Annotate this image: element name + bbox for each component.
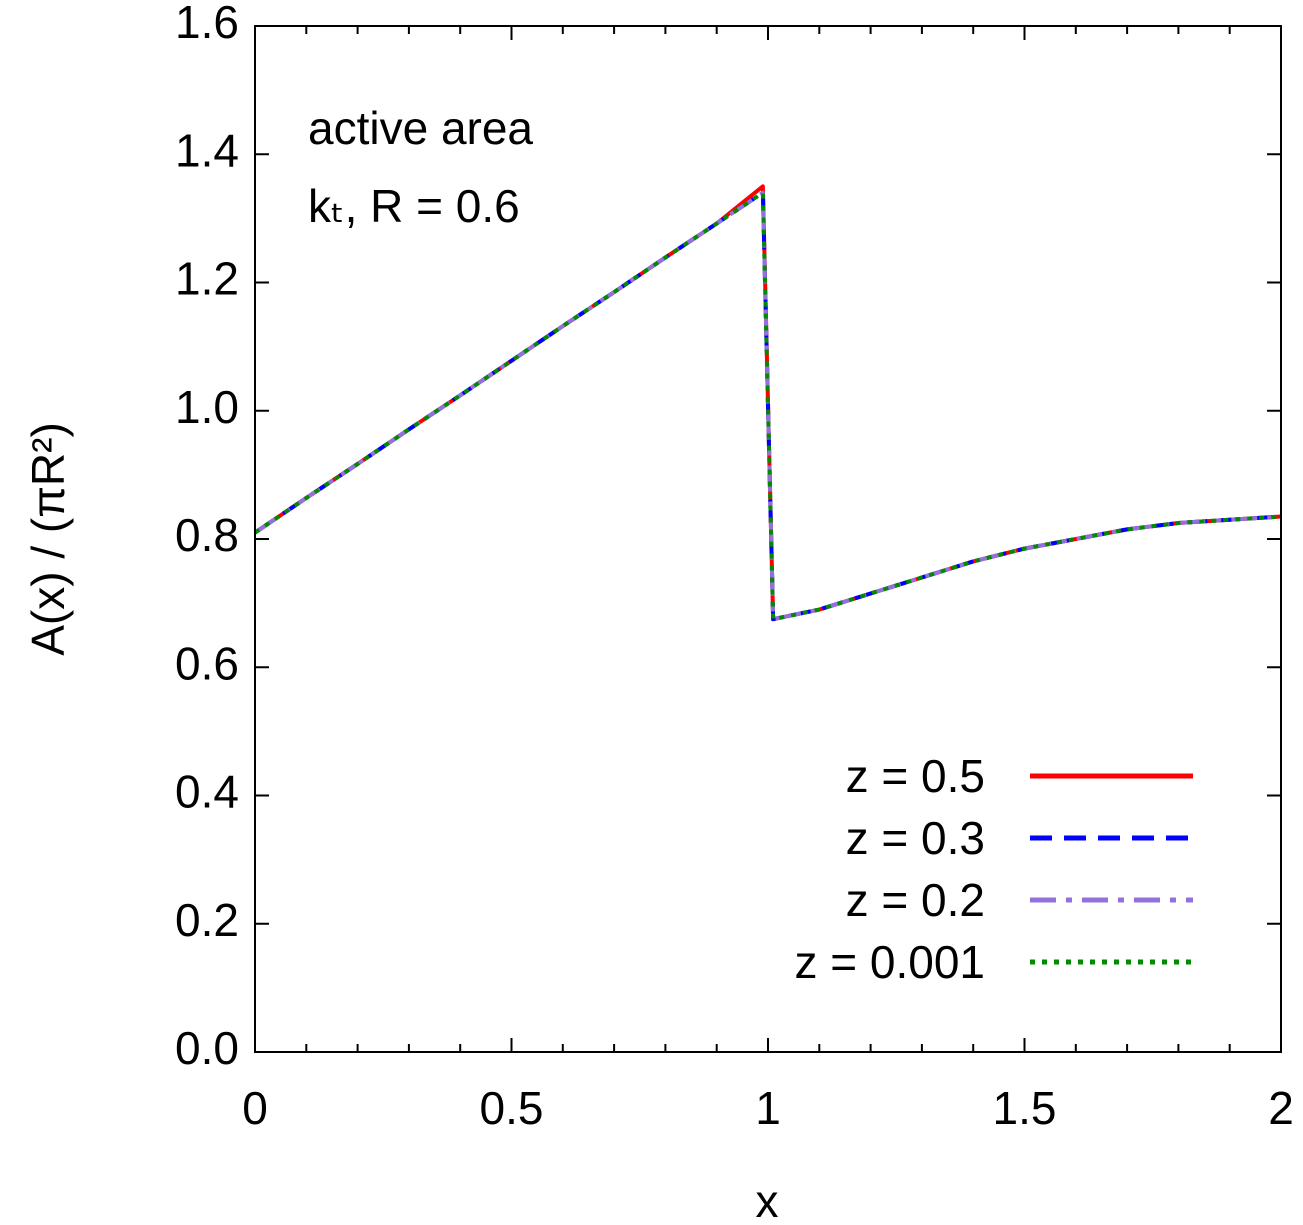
plot-frame — [254, 25, 1282, 1053]
legend-label: z = 0.5 — [846, 750, 985, 802]
annotation: kₜ, R = 0.6 — [308, 180, 520, 232]
y-tick-label: 1.2 — [175, 253, 239, 305]
x-tick-label: 1 — [755, 1082, 781, 1134]
legend-label: z = 0.2 — [846, 874, 985, 926]
y-tick-label: 1.0 — [175, 381, 239, 433]
y-tick-label: 0.8 — [175, 509, 239, 561]
y-tick-label: 0.4 — [175, 766, 239, 818]
x-tick-label: 0 — [242, 1082, 268, 1134]
series-line — [253, 190, 1282, 622]
y-tick-label: 1.4 — [175, 124, 239, 176]
y-tick-label: 0.6 — [175, 637, 239, 689]
x-axis-label: x — [756, 1175, 779, 1225]
y-tick-label: 0.2 — [175, 894, 239, 946]
y-axis-label: A(x) / (πR²) — [22, 422, 74, 656]
x-tick-label: 2 — [1268, 1082, 1294, 1134]
y-tick-label: 1.6 — [175, 0, 239, 48]
series-line — [253, 190, 1282, 622]
legend-label: z = 0.3 — [846, 812, 985, 864]
x-tick-label: 0.5 — [480, 1082, 544, 1134]
x-tick-label: 1.5 — [993, 1082, 1057, 1134]
y-tick-label: 0.0 — [175, 1022, 239, 1074]
legend-label: z = 0.001 — [794, 936, 985, 988]
annotation: active area — [308, 102, 533, 154]
